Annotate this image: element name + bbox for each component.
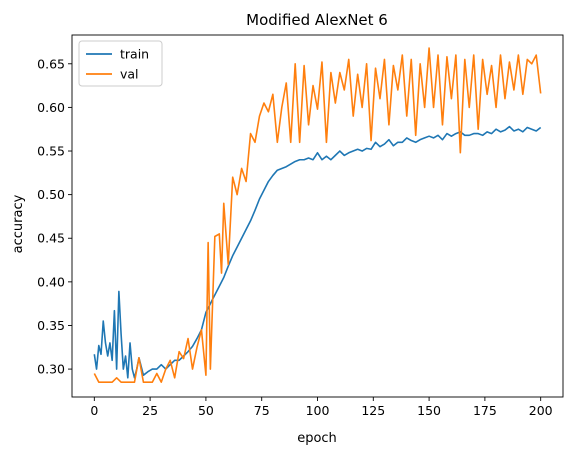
x-tick-label: 100	[306, 403, 330, 418]
y-tick-label: 0.35	[37, 318, 65, 333]
legend: train val	[78, 40, 163, 87]
x-tick-label: 75	[254, 403, 270, 418]
series-line-val	[93, 47, 542, 383]
y-tick-label: 0.55	[37, 144, 65, 159]
x-tick-label: 25	[142, 403, 158, 418]
x-tick-label: 175	[473, 403, 497, 418]
y-tick-label: 0.30	[37, 362, 65, 377]
chart-title: Modified AlexNet 6	[246, 11, 388, 29]
x-tick-label: 200	[529, 403, 553, 418]
y-tick-label: 0.65	[37, 56, 65, 71]
y-tick-label: 0.40	[37, 274, 65, 289]
x-tick-label: 125	[361, 403, 385, 418]
legend-label-train: train	[120, 47, 149, 62]
y-axis-label: accuracy	[11, 194, 26, 253]
y-tick-label: 0.60	[37, 100, 65, 115]
y-tick-label: 0.50	[37, 187, 65, 202]
legend-label-val: val	[120, 67, 139, 82]
x-tick-label: 150	[417, 403, 441, 418]
series-layer	[93, 47, 542, 383]
x-tick-label: 50	[198, 403, 214, 418]
axes-layer: 0 25 50 75 100 125 150 175 200 0.30 0.35 0.40 0.45 0.…	[37, 34, 564, 418]
y-tick-label: 0.45	[37, 231, 65, 246]
x-tick-label: 0	[90, 403, 98, 418]
x-axis-label: epoch	[297, 431, 337, 446]
